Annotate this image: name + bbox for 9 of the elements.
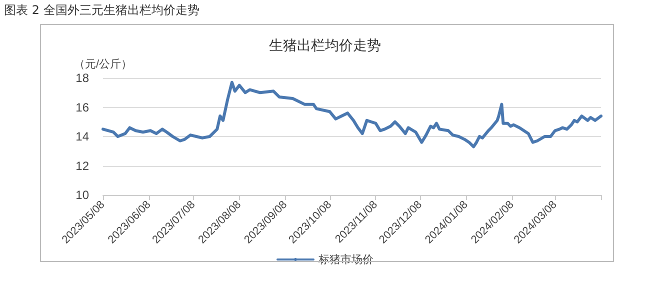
y-tick-label: 14 [76, 130, 90, 144]
line-series [102, 80, 602, 148]
chart-title: 生猪出栏均价走势 [269, 38, 381, 54]
y-tick-label: 12 [76, 158, 90, 173]
y-axis-title: （元/公斤） [74, 58, 132, 70]
y-tick-label: 18 [76, 71, 90, 85]
y-tick-label: 10 [76, 188, 90, 202]
y-tick-label: 16 [76, 100, 90, 114]
text: 图表 2 全国外三元生猪出栏均价走势 [4, 2, 200, 19]
